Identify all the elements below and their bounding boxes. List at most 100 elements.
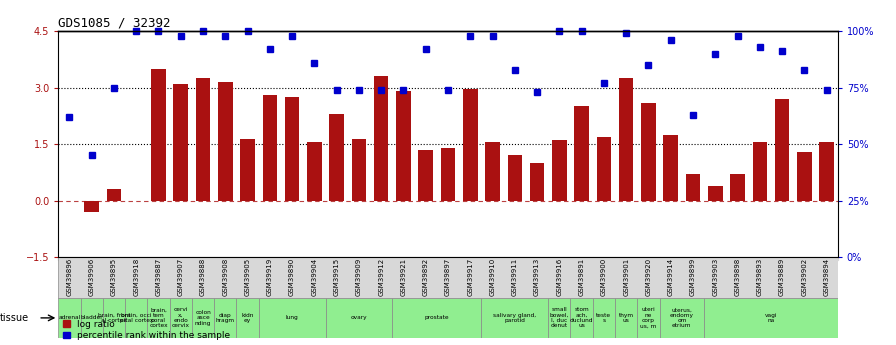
Bar — [685, 174, 701, 201]
Text: bladder: bladder — [81, 315, 103, 321]
Bar — [615, 257, 637, 259]
Bar — [84, 201, 99, 212]
Bar — [704, 257, 727, 259]
Bar — [58, 298, 81, 338]
Text: colon
asce
nding: colon asce nding — [194, 310, 211, 326]
Text: GSM39897: GSM39897 — [445, 257, 451, 296]
Bar — [396, 91, 410, 201]
Text: GSM39909: GSM39909 — [356, 257, 362, 296]
Bar — [307, 142, 322, 201]
Bar — [58, 257, 81, 259]
Bar — [615, 298, 637, 338]
Bar — [103, 298, 125, 338]
Bar — [125, 298, 147, 338]
Bar — [237, 257, 259, 259]
Bar — [103, 257, 125, 259]
Text: GSM39910: GSM39910 — [489, 257, 495, 296]
Bar — [240, 138, 254, 201]
Bar — [659, 257, 682, 259]
Bar — [775, 99, 789, 201]
Text: GSM39916: GSM39916 — [556, 257, 563, 296]
Text: GSM39900: GSM39900 — [601, 257, 607, 296]
Bar — [259, 298, 325, 338]
Bar — [526, 257, 548, 259]
Text: GSM39892: GSM39892 — [423, 258, 428, 296]
Bar — [169, 257, 192, 259]
Text: GSM39905: GSM39905 — [245, 258, 251, 296]
Text: GSM39899: GSM39899 — [690, 257, 696, 296]
Text: diap
hragm: diap hragm — [216, 313, 235, 323]
Bar — [263, 95, 277, 201]
Text: prostate: prostate — [425, 315, 449, 321]
Text: cervi
x,
endo
cervix: cervi x, endo cervix — [172, 307, 190, 328]
Bar — [351, 138, 366, 201]
Text: GSM39913: GSM39913 — [534, 257, 540, 296]
Bar — [325, 298, 392, 338]
Bar — [797, 152, 812, 201]
Text: tissue: tissue — [0, 313, 30, 323]
Bar — [708, 186, 722, 201]
Bar — [218, 82, 233, 201]
Bar — [753, 142, 767, 201]
Bar — [392, 257, 415, 259]
Text: GSM39921: GSM39921 — [401, 258, 407, 296]
Text: GSM39908: GSM39908 — [222, 257, 228, 296]
Bar — [348, 257, 370, 259]
Bar — [259, 257, 281, 259]
Bar — [481, 298, 548, 338]
Text: GSM39907: GSM39907 — [177, 257, 184, 296]
Bar — [81, 257, 103, 259]
Bar — [174, 84, 188, 201]
Text: GSM39894: GSM39894 — [823, 258, 830, 296]
Bar — [169, 298, 192, 338]
Bar — [330, 114, 344, 201]
Bar — [793, 257, 815, 259]
Bar — [481, 257, 504, 259]
Bar — [659, 298, 704, 338]
Bar — [637, 298, 659, 338]
Text: teste
s: teste s — [597, 313, 611, 323]
Bar — [637, 257, 659, 259]
Legend: log ratio, percentile rank within the sample: log ratio, percentile rank within the sa… — [63, 320, 230, 341]
Bar — [771, 257, 793, 259]
Bar — [107, 189, 121, 201]
Bar — [749, 257, 771, 259]
Text: GSM39891: GSM39891 — [579, 257, 584, 296]
Text: brain, front
al cortex: brain, front al cortex — [98, 313, 130, 323]
Bar — [441, 148, 455, 201]
Text: GSM39895: GSM39895 — [111, 258, 116, 296]
Bar — [303, 257, 325, 259]
Bar — [730, 174, 745, 201]
Bar — [214, 298, 237, 338]
Text: brain, occi
pital cortex: brain, occi pital cortex — [119, 313, 153, 323]
Text: GSM39888: GSM39888 — [200, 257, 206, 296]
Text: small
bowel,
I, duc
denut: small bowel, I, duc denut — [549, 307, 569, 328]
Bar — [285, 97, 299, 201]
Text: GSM39917: GSM39917 — [468, 257, 473, 296]
Text: GSM39898: GSM39898 — [735, 257, 740, 296]
Text: GSM39890: GSM39890 — [289, 257, 295, 296]
Bar — [597, 137, 611, 201]
Text: thym
us: thym us — [618, 313, 633, 323]
Bar — [214, 257, 237, 259]
Bar — [548, 257, 571, 259]
Text: uteri
ne
corp
us, m: uteri ne corp us, m — [641, 307, 657, 328]
Bar — [486, 142, 500, 201]
Text: GSM39915: GSM39915 — [333, 258, 340, 296]
Bar — [463, 89, 478, 201]
Bar — [415, 257, 437, 259]
Bar — [571, 298, 593, 338]
Bar — [374, 76, 389, 201]
Text: brain,
tem
poral
cortex: brain, tem poral cortex — [149, 307, 168, 328]
Text: GSM39902: GSM39902 — [801, 258, 807, 296]
Bar — [642, 103, 656, 201]
Text: adrenal: adrenal — [58, 315, 81, 321]
Bar — [504, 257, 526, 259]
Bar — [682, 257, 704, 259]
Bar — [418, 150, 433, 201]
Text: GSM39893: GSM39893 — [757, 257, 762, 296]
Bar — [571, 257, 593, 259]
Bar — [459, 257, 481, 259]
Bar — [593, 298, 615, 338]
Bar — [237, 298, 259, 338]
